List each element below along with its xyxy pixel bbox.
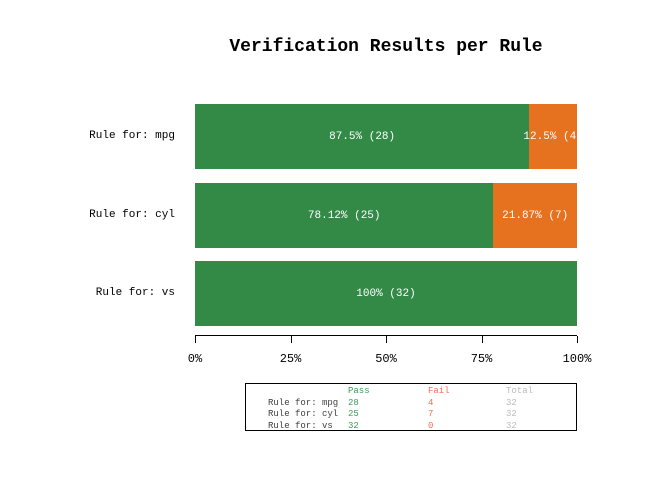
x-axis-tick	[195, 336, 196, 343]
bar-row-mpg: 87.5% (28) 12.5% (4)	[195, 104, 577, 169]
legend-cell-pass: 32	[348, 420, 359, 431]
legend-cell-fail: 0	[428, 420, 434, 431]
bar-row-cyl: 78.12% (25) 21.87% (7)	[195, 183, 577, 248]
legend-cell-fail: 7	[428, 409, 434, 419]
legend-header-row: Pass Fail Total	[246, 386, 576, 398]
legend-row-cyl: Rule for: cyl 25 7 32	[246, 409, 576, 421]
legend-cell-total: 32	[506, 420, 517, 431]
pass-segment-label: 78.12% (25)	[307, 209, 381, 222]
ylabel-rule-cyl: Rule for: cyl	[89, 209, 175, 221]
pass-segment-label: 100% (32)	[356, 287, 416, 300]
bar-row-vs: 100% (32)	[195, 261, 577, 326]
x-axis-tick-label: 75%	[470, 352, 493, 366]
legend-cell-label: Rule for: vs	[268, 420, 333, 431]
legend-cell-pass: 25	[348, 409, 359, 419]
x-axis-tick	[481, 336, 483, 343]
x-axis: 0% 25% 50% 75% 100%	[188, 335, 591, 375]
legend-cell-label: Rule for: cyl	[268, 409, 339, 419]
pass-segment: 87.5% (28)	[195, 104, 530, 169]
x-axis-tick	[290, 336, 292, 343]
x-axis-tick	[386, 336, 387, 343]
ylabel-rule-mpg: Rule for: mpg	[89, 130, 175, 142]
fail-segment: 21.87% (7)	[493, 183, 577, 248]
x-axis-tick-label: 100%	[562, 352, 592, 366]
legend-row-vs: Rule for: vs 32 0 32	[246, 421, 576, 433]
legend-header-fail: Fail	[428, 386, 450, 396]
x-axis-tick	[577, 336, 578, 343]
legend-cell-total: 32	[506, 397, 517, 408]
fail-segment-label: 12.5% (4)	[523, 130, 577, 143]
pass-segment: 78.12% (25)	[195, 183, 494, 248]
legend-header-empty	[246, 386, 348, 398]
chart-title: Verification Results per Rule	[229, 37, 543, 57]
pass-segment: 100% (32)	[195, 261, 577, 326]
pass-segment-label: 87.5% (28)	[329, 130, 396, 143]
legend-cell-total: 32	[506, 409, 517, 419]
legend-row-mpg: Rule for: mpg 28 4 32	[246, 398, 576, 410]
x-axis-tick-label: 0%	[187, 352, 203, 366]
x-axis-tick-label: 25%	[279, 352, 302, 366]
legend-table: Pass Fail Total Rule for: mpg 28 4 32 Ru…	[245, 383, 577, 431]
legend-header-pass: Pass	[348, 386, 370, 396]
ylabel-rule-vs: Rule for: vs	[95, 287, 175, 299]
x-axis-line	[195, 335, 577, 336]
legend-cell-label: Rule for: mpg	[268, 397, 339, 408]
legend-cell-fail: 4	[428, 397, 434, 408]
fail-segment: 12.5% (4)	[523, 104, 577, 169]
legend-header-total: Total	[506, 386, 534, 396]
x-axis-tick-label: 50%	[375, 352, 397, 366]
fail-segment-label: 21.87% (7)	[502, 209, 569, 222]
legend-cell-pass: 28	[348, 397, 359, 408]
